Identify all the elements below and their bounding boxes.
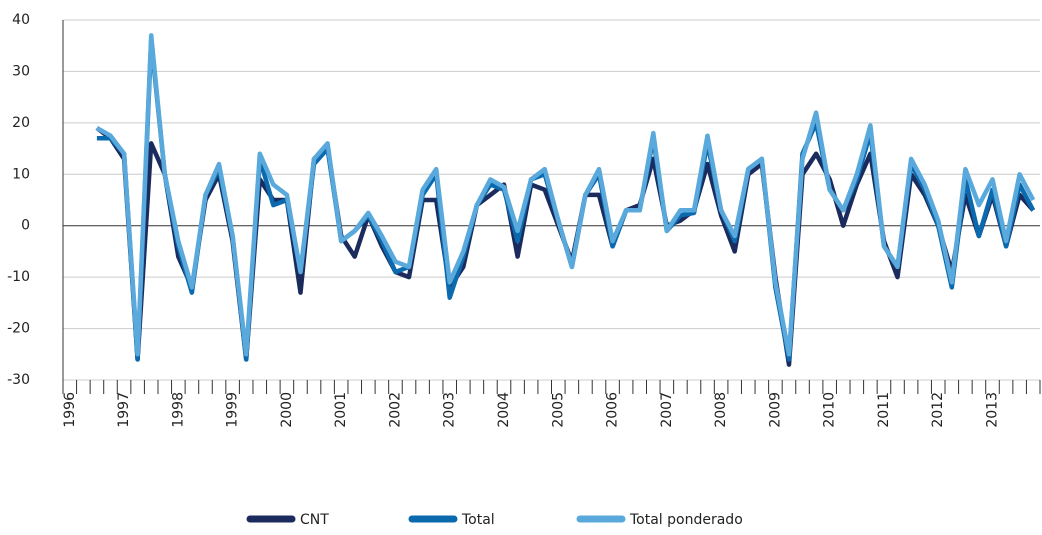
legend-label: CNT [300, 512, 329, 528]
x-tick-label: 2000 [279, 392, 295, 428]
x-tick-label: 1999 [225, 392, 241, 428]
line-series [95, 33, 1036, 357]
x-tick-label: 2009 [767, 392, 783, 428]
x-tick-label: 2011 [876, 392, 892, 428]
x-tick-label: 2004 [496, 392, 512, 428]
y-tick-label: 20 [12, 115, 30, 131]
x-tick-label: 2005 [550, 392, 566, 428]
x-tick-label: 1998 [170, 392, 186, 428]
x-tick-label: 1997 [116, 392, 132, 428]
legend-label: Total ponderado [629, 512, 743, 528]
y-tick-label: -30 [7, 372, 30, 388]
x-tick-label: 2012 [930, 392, 946, 428]
y-tick-label: 10 [12, 166, 30, 182]
x-tick-label: 2007 [659, 392, 675, 428]
x-tick-label: 2010 [822, 392, 838, 428]
x-tick-label: 2013 [985, 392, 1001, 428]
x-tick-label: 2001 [333, 392, 349, 428]
legend-label: Total [461, 512, 495, 528]
y-tick-label: -20 [7, 321, 30, 337]
y-tick-label: 30 [12, 63, 30, 79]
x-tick-label: 2003 [442, 392, 458, 428]
y-tick-label: 40 [12, 12, 30, 28]
x-tick-label: 1996 [62, 392, 78, 428]
x-tick-label: 2008 [713, 392, 729, 428]
x-tick-label: 2006 [605, 392, 621, 428]
x-tick-label: 2002 [387, 392, 403, 428]
y-tick-label: -10 [7, 269, 30, 285]
line-series [96, 38, 1036, 362]
y-tick-label: 0 [21, 218, 30, 234]
